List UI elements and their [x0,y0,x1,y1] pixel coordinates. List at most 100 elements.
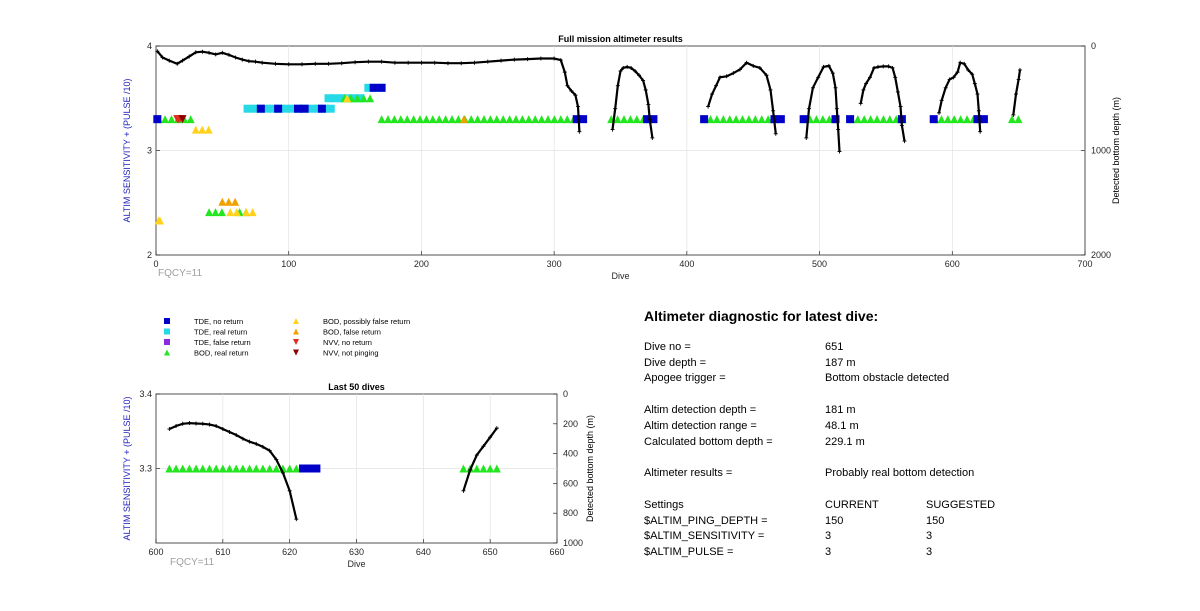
depth-point [650,135,655,140]
depth-line [937,61,982,132]
x-tick-label: 620 [282,547,297,557]
depth-point [643,87,648,92]
bod-real-return-marker [435,115,444,124]
bod-real-return-marker [441,115,450,124]
x-tick-label: 300 [547,259,562,269]
legend-marker-tde-false-return [164,339,170,345]
depth-point [379,59,384,64]
bod-real-return-marker [531,115,540,124]
x-tick-label: 700 [1077,259,1092,269]
diagnostic-row-cell: 187 m [825,356,856,369]
bod-real-return-marker [764,115,773,124]
tde-no-return-marker [274,104,283,113]
depth-point [260,60,265,65]
depth-point [962,61,967,66]
tde-real-return-marker [337,94,346,103]
bod-real-return-marker [512,115,521,124]
y-axis-label: ALTIM SENSITIVITY + (PULSE /10) [122,79,132,223]
bod-possibly-false-marker [232,208,241,217]
bod-possibly-false-marker [248,208,257,217]
depth-point [499,58,504,63]
depth-point [718,75,723,80]
depth-point [552,56,557,61]
bod-real-return-marker [217,208,226,217]
depth-point [710,92,715,97]
depth-point [234,432,239,437]
bod-real-return-marker [556,115,565,124]
tde-real-return-marker [307,104,316,113]
depth-point [937,110,942,115]
diagnostic-row-cell: 48.1 m [825,419,859,432]
depth-point [833,85,838,90]
depth-point [724,74,729,79]
tde-real-return-marker [249,104,258,113]
depth-point [167,58,172,63]
bod-real-return-marker [744,115,753,124]
depth-line [1012,69,1022,116]
depth-point [955,70,960,75]
bod-real-return-marker [245,464,254,473]
y2-tick-label: 0 [1091,41,1096,51]
depth-point [213,52,218,57]
y2-tick-label: 2000 [1091,250,1111,260]
depth-point [254,441,259,446]
tde-no-return-marker [776,115,785,124]
depth-point [834,106,839,111]
depth-point [902,139,907,144]
bod-real-return-marker [409,115,418,124]
settings-row-cell: $ALTIM_SENSITIVITY = [644,530,765,543]
depth-point [744,60,749,65]
depth-point [461,488,466,493]
depth-point [837,149,842,154]
depth-point [525,57,530,62]
bod-real-return-marker [422,115,431,124]
depth-point [207,50,212,55]
bod-real-return-marker [161,115,170,124]
y-tick-label: 3.4 [139,389,152,399]
depth-point [821,64,826,69]
bod-real-return-marker [719,115,728,124]
depth-point [858,101,863,106]
depth-point [287,488,292,493]
depth-point [174,424,179,429]
bod-real-return-marker [937,115,946,124]
bod-real-return-marker [1008,115,1017,124]
legend-marker-tde-no-return [164,318,170,324]
tde-no-return-marker [973,115,982,124]
depth-point [468,467,473,472]
depth-point [804,135,809,140]
bod-real-return-marker [211,208,220,217]
depth-point [773,131,778,136]
depth-point [875,64,880,69]
x-tick-label: 0 [153,259,158,269]
depth-point [826,63,831,68]
diagnostic-row-cell: Dive no = [644,341,691,353]
x-tick-label: 630 [349,547,364,557]
diagnostic-row-cell: Bottom obstacle detected [825,372,950,385]
bod-real-return-marker [359,94,368,103]
depth-point [233,55,238,60]
depth-line [611,65,654,139]
depth-point [615,83,620,88]
depth-point [294,517,299,522]
legend-marker-nvv-not-pinging [293,349,299,356]
bod-real-return-marker [165,464,174,473]
depth-point [194,421,199,426]
depth-point [939,98,944,103]
tde-real-return-marker [281,104,290,113]
depth-point [706,104,711,109]
depth-point [220,427,225,432]
depth-point [751,63,756,68]
y2-axis-label: Detected bottom depth (m) [1111,97,1121,204]
tde-no-return-marker [846,115,855,124]
depth-point [943,85,948,90]
depth-point [629,65,634,70]
depth-point [898,104,903,109]
depth-point [565,83,570,88]
settings-header-cell: SUGGESTED [926,498,996,511]
depth-point [459,61,464,66]
bod-real-return-marker [428,115,437,124]
tde-real-return-marker [269,104,278,113]
depth-point [558,58,563,63]
